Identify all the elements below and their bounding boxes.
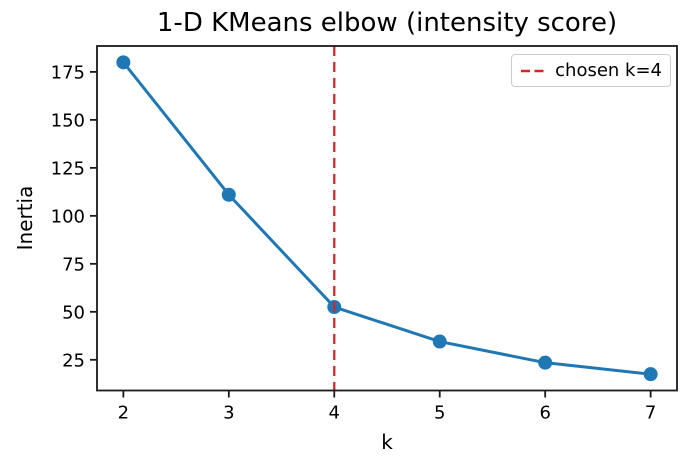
plot-border — [96, 45, 678, 392]
data-point-k5 — [432, 334, 447, 349]
elbow-line — [121, 60, 653, 376]
x-tick-label: 7 — [645, 403, 656, 424]
x-tick-label: 3 — [223, 403, 234, 424]
y-tick-label: 150 — [51, 110, 85, 131]
x-tick-label: 2 — [118, 403, 129, 424]
y-tick-label: 100 — [51, 206, 85, 227]
y-axis-label: Inertia — [13, 185, 37, 251]
data-point-k6 — [538, 355, 553, 370]
y-tick-label: 175 — [51, 62, 85, 83]
chart-title: 1-D KMeans elbow (intensity score) — [156, 8, 618, 38]
y-tick-label: 125 — [51, 158, 85, 179]
y-tick-label: 50 — [62, 302, 85, 323]
x-axis-label: k — [381, 430, 393, 454]
x-tick-label: 4 — [329, 403, 340, 424]
legend: chosen k=4 — [511, 54, 671, 87]
y-tick-label: 25 — [62, 350, 85, 371]
y-tick-label: 75 — [62, 254, 85, 275]
x-tick-label: 5 — [434, 403, 445, 424]
x-tick-label: 6 — [539, 403, 550, 424]
data-point-k3 — [221, 187, 236, 202]
legend-dashed-line-icon — [521, 69, 547, 72]
legend-entry-label: chosen k=4 — [555, 60, 662, 81]
data-point-k2 — [116, 55, 131, 70]
data-point-k7 — [643, 367, 658, 382]
